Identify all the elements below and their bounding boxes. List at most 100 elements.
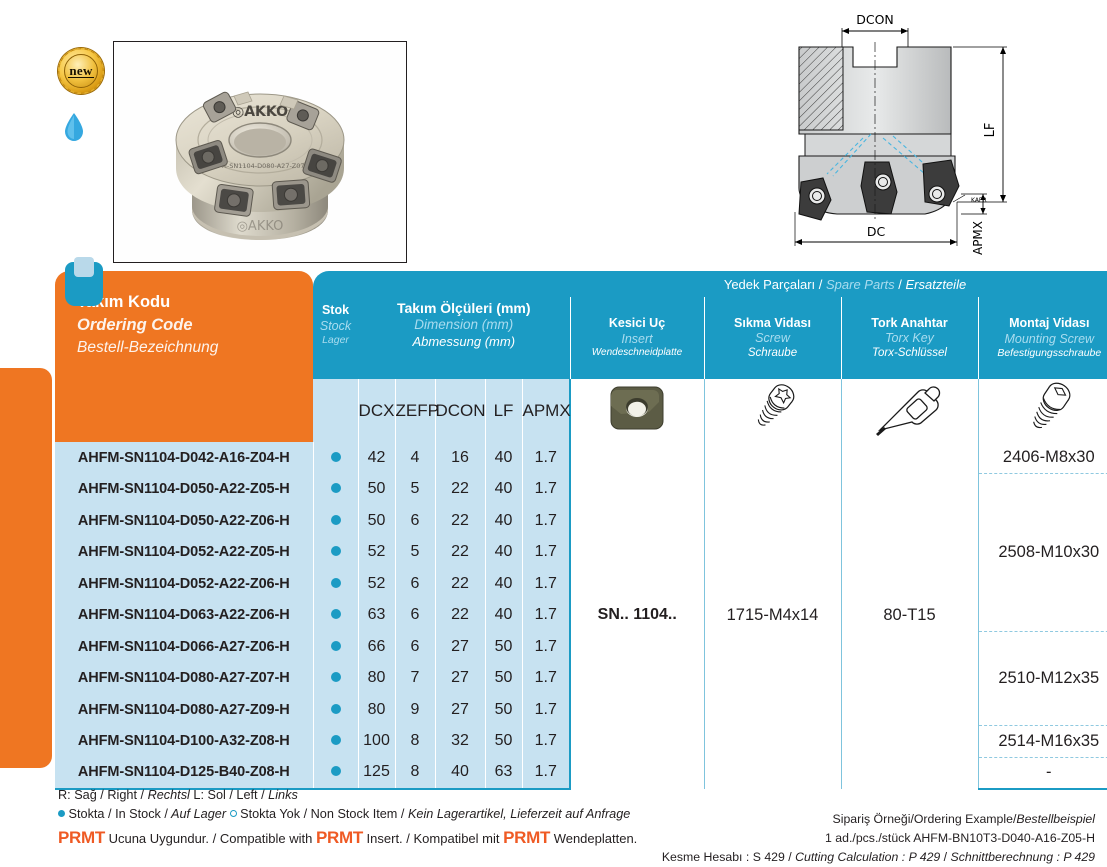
row-dcon: 22 bbox=[435, 474, 485, 506]
row-zefp: 4 bbox=[395, 442, 435, 474]
spare-parts-title-row: Takım Kodu Ordering Code Bestell-Bezeich… bbox=[55, 271, 1107, 297]
row-apmx: 1.7 bbox=[522, 631, 570, 663]
row-zefp: 8 bbox=[395, 757, 435, 789]
torx-column-header: Tork Anahtar Torx Key Torx-Schlüssel bbox=[841, 297, 978, 379]
dc-dim-label: DC bbox=[867, 224, 886, 239]
row-code: AHFM-SN1104-D125-B40-Z08-H bbox=[55, 757, 313, 789]
insert-column-header: Kesici Uç Insert Wendeschneidplatte bbox=[570, 297, 704, 379]
product-photo: ◎AKKO ◎AKKO AHFM-SN1104-D080-A27-Z07-H bbox=[113, 41, 407, 263]
row-lf: 50 bbox=[485, 663, 522, 695]
row-lf: 40 bbox=[485, 474, 522, 506]
stock-legend-a: Stokta / In Stock / bbox=[65, 807, 168, 821]
mounting-header-de: Befestigungsschraube bbox=[979, 347, 1107, 360]
footer-left: R: Sağ / Right / Rechtsl L: Sol / Left /… bbox=[58, 786, 658, 850]
in-stock-dot-icon bbox=[331, 641, 341, 651]
row-code: AHFM-SN1104-D100-A32-Z08-H bbox=[55, 726, 313, 758]
row-apmx: 1.7 bbox=[522, 505, 570, 537]
ordering-code-de: Bestell-Bezeichnung bbox=[77, 337, 313, 359]
col-lf: LF bbox=[485, 379, 522, 442]
clamp-screw-icon bbox=[746, 379, 800, 437]
prmt-label-2: PRMT bbox=[316, 828, 363, 847]
row-apmx: 1.7 bbox=[522, 694, 570, 726]
in-stock-dot-icon bbox=[331, 672, 341, 682]
row-stock bbox=[313, 568, 358, 600]
new-badge-icon: new bbox=[58, 48, 104, 94]
insert-icon-cell bbox=[570, 379, 704, 442]
row-stock bbox=[313, 694, 358, 726]
row-dcon: 40 bbox=[435, 757, 485, 789]
row-lf: 50 bbox=[485, 631, 522, 663]
dimension-header-de: Abmessung (mm) bbox=[358, 334, 570, 350]
row-lf: 40 bbox=[485, 600, 522, 632]
in-stock-dot-icon bbox=[331, 766, 341, 776]
mounting-column-header: Montaj Vidası Mounting Screw Befestigung… bbox=[978, 297, 1107, 379]
row-zefp: 6 bbox=[395, 600, 435, 632]
screw-header-tr: Sıkma Vidası bbox=[705, 316, 841, 331]
spare-parts-header: Yedek Parçaları / Spare Parts / Ersatzte… bbox=[570, 271, 1107, 297]
ordering-example-title: Sipariş Örneği/Ordering Example/Bestellb… bbox=[662, 810, 1095, 829]
insert-header-de: Wendeschneidplatte bbox=[571, 347, 704, 359]
row-dcon: 27 bbox=[435, 663, 485, 695]
row-stock bbox=[313, 505, 358, 537]
mounting-value: 2510-M12x35 bbox=[978, 631, 1107, 726]
apmx-dim-label: APMX bbox=[971, 221, 985, 255]
torx-header-tr: Tork Anahtar bbox=[842, 316, 978, 331]
mounting-screw-icon bbox=[1021, 379, 1077, 437]
row-code: AHFM-SN1104-D066-A27-Z06-H bbox=[55, 631, 313, 663]
row-dcon: 27 bbox=[435, 631, 485, 663]
mounting-icon-cell bbox=[978, 379, 1107, 442]
col-zefp: ZEFP bbox=[395, 379, 435, 442]
blue-bookmark-tab bbox=[65, 262, 103, 306]
stock-legend-b: Auf Lager bbox=[168, 807, 226, 821]
row-dcx: 52 bbox=[358, 568, 395, 600]
sep1: / bbox=[815, 277, 826, 292]
row-apmx: 1.7 bbox=[522, 757, 570, 789]
row-apmx: 1.7 bbox=[522, 726, 570, 758]
row-dcx: 50 bbox=[358, 505, 395, 537]
torx-header-de: Torx-Schlüssel bbox=[842, 346, 978, 360]
row-dcon: 22 bbox=[435, 600, 485, 632]
col-apmx: APMX bbox=[522, 379, 570, 442]
hand-legend-a: R: Sağ / Right / bbox=[58, 788, 148, 802]
row-zefp: 5 bbox=[395, 537, 435, 569]
row-code: AHFM-SN1104-D080-A27-Z07-H bbox=[55, 663, 313, 695]
sep2: / bbox=[895, 277, 906, 292]
insert-icon bbox=[605, 381, 669, 435]
hand-legend-line: R: Sağ / Right / Rechtsl L: Sol / Left /… bbox=[58, 786, 658, 805]
stock-legend-c: Stokta Yok / Non Stock Item / bbox=[237, 807, 405, 821]
row-stock bbox=[313, 726, 358, 758]
in-stock-dot-icon bbox=[331, 452, 341, 462]
new-badge-label: new bbox=[68, 64, 93, 79]
dimension-subheader-row: DCX ZEFP DCON LF APMX bbox=[55, 379, 1107, 442]
row-zefp: 8 bbox=[395, 726, 435, 758]
stock-header-de: Lager bbox=[313, 334, 358, 347]
ordering-header-spacer bbox=[55, 379, 313, 442]
non-stock-dot-icon bbox=[230, 810, 237, 817]
torx-value: 80-T15 bbox=[841, 442, 978, 789]
row-lf: 40 bbox=[485, 568, 522, 600]
row-dcx: 50 bbox=[358, 474, 395, 506]
lf-dim-label: LF bbox=[983, 123, 998, 138]
row-zefp: 9 bbox=[395, 694, 435, 726]
prmt-label-1: PRMT bbox=[58, 828, 105, 847]
row-apmx: 1.7 bbox=[522, 442, 570, 474]
cutting-calc-a: Kesme Hesabı : S 429 / bbox=[662, 850, 795, 864]
row-zefp: 6 bbox=[395, 568, 435, 600]
table-row: AHFM-SN1104-D042-A16-Z04-H 42 4 16 40 1.… bbox=[55, 442, 1107, 474]
orange-side-tab bbox=[0, 368, 52, 768]
in-stock-dot-icon bbox=[331, 515, 341, 525]
water-drop-icon bbox=[63, 112, 85, 142]
ordering-code-en: Ordering Code bbox=[77, 314, 313, 337]
in-stock-dot-icon bbox=[331, 546, 341, 556]
prmt-text-1: Ucuna Uygundur. / Compatible with bbox=[105, 831, 316, 846]
torx-header-en: Torx Key bbox=[842, 331, 978, 346]
kapr-label: KAPR bbox=[971, 197, 987, 204]
stock-subheader-spacer bbox=[313, 379, 358, 442]
screw-header-de: Schraube bbox=[705, 346, 841, 360]
dimension-header-tr: Takım Ölçüleri (mm) bbox=[358, 300, 570, 317]
top-illustration-area: new bbox=[0, 0, 1107, 268]
col-dcx: DCX bbox=[358, 379, 395, 442]
product-table: Takım Kodu Ordering Code Bestell-Bezeich… bbox=[55, 271, 1107, 790]
dcon-dim-label: DCON bbox=[856, 12, 894, 27]
torx-icon-cell bbox=[841, 379, 978, 442]
